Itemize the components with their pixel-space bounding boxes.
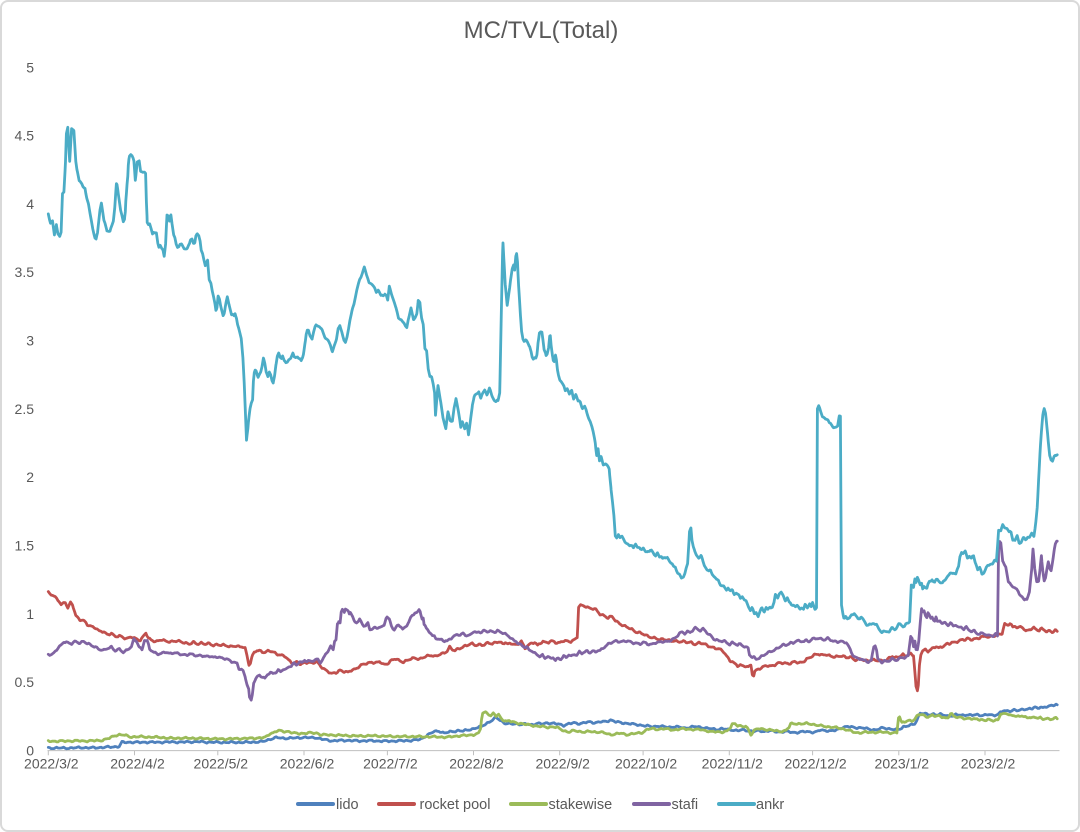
svg-text:2023/1/2: 2023/1/2: [875, 756, 930, 772]
svg-text:2022/11/2: 2022/11/2: [702, 756, 763, 772]
svg-text:3: 3: [26, 333, 34, 349]
svg-text:ankr: ankr: [756, 797, 784, 813]
svg-text:0: 0: [26, 742, 34, 758]
svg-text:3.5: 3.5: [15, 264, 35, 280]
svg-text:2023/2/2: 2023/2/2: [961, 756, 1016, 772]
svg-text:lido: lido: [336, 797, 359, 813]
svg-text:5: 5: [26, 59, 34, 75]
svg-text:2022/5/2: 2022/5/2: [194, 756, 249, 772]
svg-text:2022/10/2: 2022/10/2: [615, 756, 677, 772]
svg-text:1: 1: [26, 606, 34, 622]
svg-text:2: 2: [26, 469, 34, 485]
svg-text:2022/12/2: 2022/12/2: [784, 756, 846, 772]
svg-text:2022/3/2: 2022/3/2: [24, 756, 79, 772]
svg-text:4: 4: [26, 196, 34, 212]
svg-text:0.5: 0.5: [15, 674, 35, 690]
svg-text:2022/4/2: 2022/4/2: [110, 756, 165, 772]
svg-text:rocket pool: rocket pool: [420, 797, 491, 813]
svg-text:2.5: 2.5: [15, 401, 35, 417]
svg-text:4.5: 4.5: [15, 128, 35, 144]
svg-text:stakewise: stakewise: [549, 797, 613, 813]
svg-text:1.5: 1.5: [15, 538, 35, 554]
svg-text:MC/TVL(Total): MC/TVL(Total): [464, 17, 619, 44]
svg-text:2022/9/2: 2022/9/2: [535, 756, 590, 772]
svg-text:2022/7/2: 2022/7/2: [363, 756, 418, 772]
svg-text:2022/6/2: 2022/6/2: [280, 756, 335, 772]
svg-text:stafi: stafi: [672, 797, 699, 813]
svg-text:2022/8/2: 2022/8/2: [449, 756, 504, 772]
